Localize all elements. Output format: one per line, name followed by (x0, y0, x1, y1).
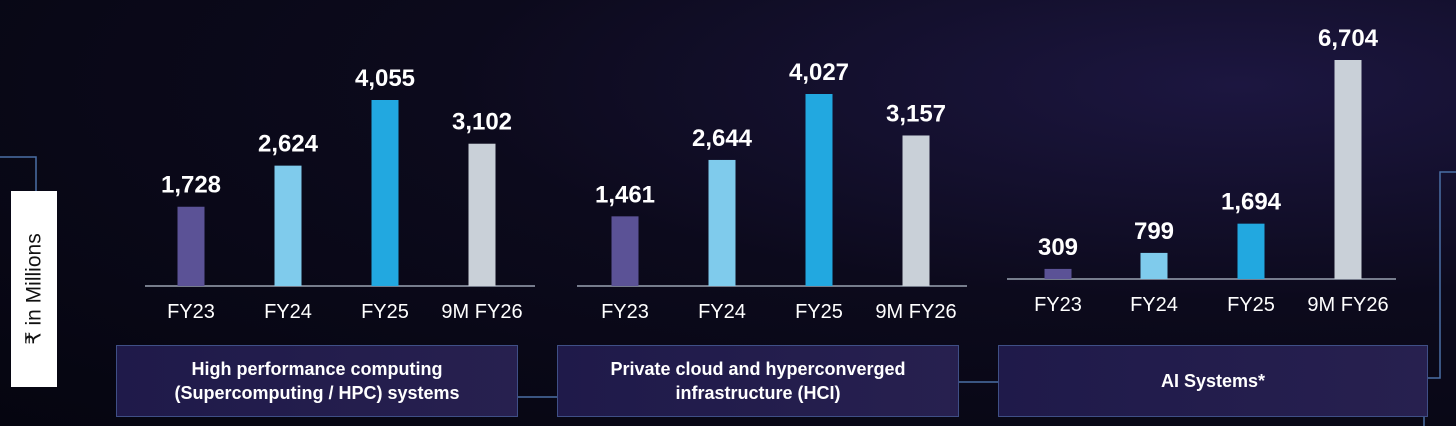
segment-label-hci: Private cloud and hyperconverged infrast… (557, 345, 959, 417)
bar-9m-fy26 (468, 143, 496, 286)
bar-fy23 (177, 206, 205, 286)
data-label: 4,055 (355, 65, 415, 92)
bar-fy25 (1237, 223, 1265, 279)
data-label: 4,027 (789, 59, 849, 86)
bar-fy23 (1044, 268, 1072, 279)
x-tick-label: FY25 (1227, 294, 1275, 316)
x-tick-label: FY24 (1130, 294, 1178, 316)
data-label: 1,694 (1221, 189, 1282, 216)
bar-fy23 (611, 216, 639, 286)
x-tick-label: 9M FY26 (1307, 294, 1388, 316)
bar-fy24 (274, 165, 302, 286)
x-tick-label: 9M FY26 (875, 301, 956, 323)
data-label: 1,461 (595, 181, 655, 208)
y-axis-label-box (11, 191, 57, 387)
x-tick-label: FY25 (795, 301, 843, 323)
data-label: 2,644 (692, 125, 753, 152)
x-tick-label: FY24 (698, 301, 746, 323)
data-label: 799 (1134, 218, 1174, 245)
bar-fy24 (1140, 252, 1168, 279)
x-tick-label: FY23 (1034, 294, 1082, 316)
y-axis-label: ₹ in Millions (22, 233, 46, 345)
x-tick-label: FY23 (167, 301, 215, 323)
data-label: 3,102 (452, 109, 512, 136)
data-label: 6,704 (1318, 25, 1379, 52)
data-label: 2,624 (258, 131, 319, 158)
connector-line (0, 156, 37, 191)
segment-label-hpc: High performance computing (Supercomputi… (116, 345, 518, 417)
bar-fy24 (708, 159, 736, 286)
segment-label-ai-systems: AI Systems* (998, 345, 1428, 417)
x-tick-label: 9M FY26 (441, 301, 522, 323)
x-tick-label: FY25 (361, 301, 409, 323)
connector-line (1426, 171, 1456, 379)
x-tick-label: FY24 (264, 301, 312, 323)
x-tick-label: FY23 (601, 301, 649, 323)
bar-9m-fy26 (1334, 60, 1362, 279)
data-label: 309 (1038, 234, 1078, 261)
data-label: 3,157 (886, 100, 946, 127)
data-label: 1,728 (161, 172, 221, 199)
bar-fy25 (805, 94, 833, 286)
bar-9m-fy26 (902, 135, 930, 286)
bar-fy25 (371, 100, 399, 286)
